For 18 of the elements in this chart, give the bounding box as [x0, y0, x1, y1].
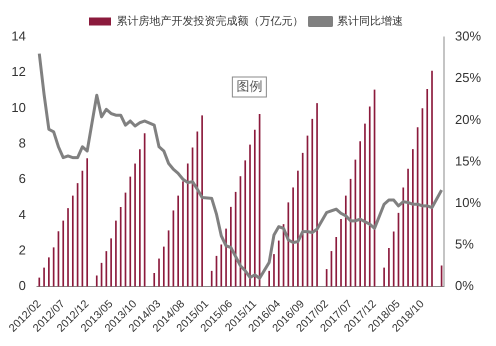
y-tick-label: 0 [18, 278, 26, 294]
y2-tick-label: 25% [454, 70, 482, 86]
y-tick-label: 10 [11, 100, 26, 115]
y-tick-label: 12 [11, 64, 26, 80]
y2-tick-label: 10% [454, 194, 482, 210]
y2-tick-label: 15% [454, 153, 482, 168]
y-tick-label: 8 [18, 136, 26, 151]
y2-tick-label: 0% [454, 278, 474, 294]
y2-tick-label: 20% [454, 112, 482, 127]
y2-tick-label: 30% [454, 28, 482, 44]
y-tick-label: 6 [18, 171, 26, 186]
y-tick-label: 4 [18, 206, 26, 222]
legend-label: 累计房地产开发投资完成额（万亿元） [116, 14, 304, 28]
y2-tick-label: 5% [454, 236, 474, 252]
y-tick-label: 14 [11, 28, 26, 44]
y-tick-label: 2 [18, 242, 26, 258]
legend-label: 累计同比增速 [337, 14, 403, 28]
annotation: 图例 [236, 78, 262, 94]
